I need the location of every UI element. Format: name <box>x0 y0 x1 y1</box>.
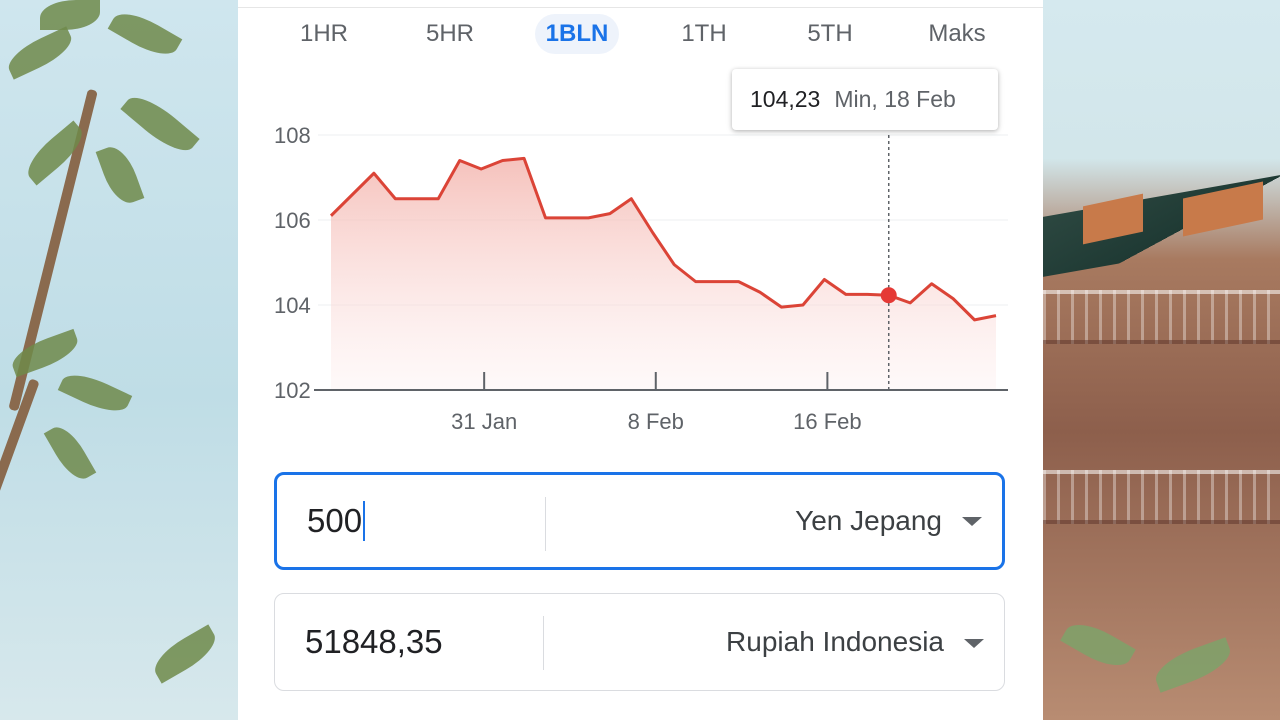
x-axis-tick-label: 31 Jan <box>451 409 517 434</box>
y-axis-tick-label: 106 <box>274 208 311 233</box>
tab-1hr[interactable]: 1HR <box>299 20 348 47</box>
x-axis-tick-label: 8 Feb <box>628 409 684 434</box>
chart-svg: 108 106 104 102 31 Jan 8 Feb 16 Feb <box>274 123 1008 434</box>
text-cursor <box>363 501 366 541</box>
background-right-photo <box>1043 0 1280 720</box>
chevron-down-icon[interactable] <box>962 517 982 526</box>
exchange-rate-chart[interactable]: 108 106 104 102 31 Jan 8 Feb 16 Feb <box>238 100 1043 450</box>
tab-1bln[interactable]: 1BLN <box>535 14 619 54</box>
building-balcony <box>1043 470 1280 524</box>
to-currency-row: 51848,35 Rupiah Indonesia <box>274 593 1005 691</box>
time-range-tabs: 1HR 5HR 1BLN 1TH 5TH Maks <box>238 14 1043 54</box>
from-amount-input[interactable]: 500 <box>307 475 537 567</box>
y-axis-tick-label: 108 <box>274 123 311 148</box>
to-currency-select[interactable]: Rupiah Indonesia <box>726 626 944 657</box>
from-amount-value: 500 <box>307 502 363 539</box>
tab-5hr[interactable]: 5HR <box>425 20 474 47</box>
to-amount-input[interactable]: 51848,35 <box>305 623 443 660</box>
background-left-photo <box>0 0 238 720</box>
from-currency-select[interactable]: Yen Jepang <box>795 505 942 536</box>
field-divider <box>543 616 544 670</box>
tab-1th[interactable]: 1TH <box>681 20 727 47</box>
highlight-point <box>880 287 897 304</box>
field-divider <box>545 497 546 551</box>
currency-converter-panel: 1HR 5HR 1BLN 1TH 5TH Maks 108 106 104 102 31… <box>238 0 1043 720</box>
tab-maks[interactable]: Maks <box>928 20 986 47</box>
y-axis-tick-label: 104 <box>274 293 311 318</box>
series-area <box>331 158 996 390</box>
from-currency-row: 500 Yen Jepang <box>274 472 1005 570</box>
tooltip-date: Min, 18 Feb <box>834 86 956 112</box>
building-balcony <box>1043 290 1280 344</box>
tooltip-value: 104,23 <box>750 86 821 112</box>
chevron-down-icon[interactable] <box>964 639 984 648</box>
chart-tooltip: 104,23 Min, 18 Feb <box>732 69 998 130</box>
x-axis-tick-label: 16 Feb <box>793 409 862 434</box>
divider <box>238 7 1043 8</box>
tab-5th[interactable]: 5TH <box>807 20 853 47</box>
y-axis-tick-label: 102 <box>274 378 311 403</box>
